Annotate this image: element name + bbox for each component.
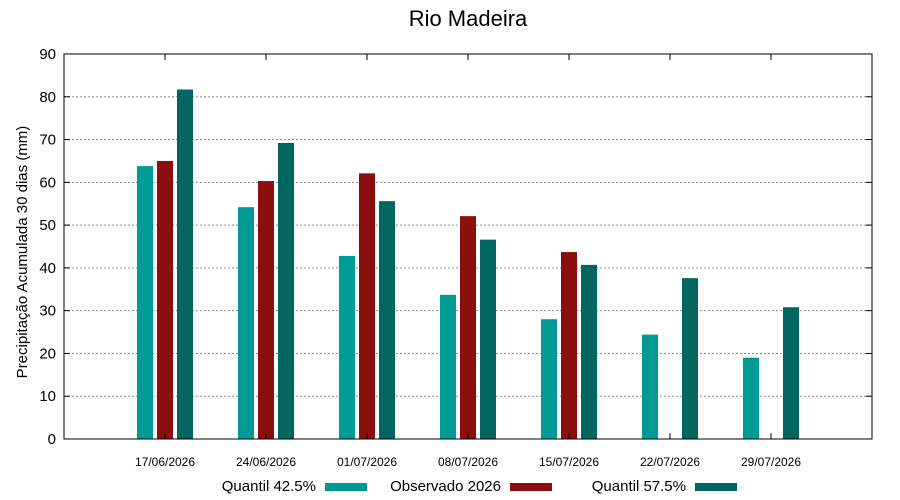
- y-tick-label: 10: [39, 388, 56, 405]
- legend-label: Quantil 57.5%: [592, 478, 686, 495]
- bar-quantil-57-5: [379, 201, 395, 439]
- x-tick-label: 08/07/2026: [438, 455, 498, 469]
- bar-quantil-42-5: [642, 334, 658, 439]
- legend-swatch: [510, 483, 552, 491]
- y-tick-label: 80: [39, 89, 56, 106]
- bar-quantil-42-5: [137, 166, 153, 440]
- y-axis-ticks: 0 10 20 30 40 50 60 70 80 90: [39, 46, 872, 448]
- x-tick-label: 17/06/2026: [135, 455, 195, 469]
- y-tick-label: 40: [39, 260, 56, 277]
- y-tick-label: 50: [39, 217, 56, 234]
- y-tick-label: 60: [39, 174, 56, 191]
- bar-quantil-57-5: [278, 142, 294, 439]
- bar-quantil-57-5: [480, 239, 496, 439]
- x-tick-label: 29/07/2026: [741, 455, 801, 469]
- y-tick-label: 0: [48, 431, 56, 448]
- x-tick-label: 24/06/2026: [236, 455, 296, 469]
- legend: Quantil 42.5% Observado 2026 Quantil 57.5%: [222, 478, 737, 495]
- bar-quantil-42-5: [541, 319, 557, 439]
- legend-swatch: [695, 483, 737, 491]
- y-tick-label: 30: [39, 303, 56, 320]
- bar-quantil-42-5: [743, 357, 759, 439]
- bar-quantil-57-5: [177, 89, 193, 439]
- bar-quantil-42-5: [238, 207, 254, 439]
- bar-observado-2026: [359, 173, 375, 439]
- y-tick-label: 70: [39, 132, 56, 149]
- y-tick-label: 90: [39, 46, 56, 63]
- x-axis-ticks: 17/06/2026 24/06/2026 01/07/2026 08/07/2026…: [135, 54, 801, 469]
- bar-quantil-57-5: [783, 307, 799, 439]
- legend-label: Quantil 42.5%: [222, 478, 316, 495]
- bar-quantil-57-5: [682, 278, 698, 439]
- bar-observado-2026: [561, 252, 577, 439]
- x-tick-label: 15/07/2026: [539, 455, 599, 469]
- y-axis-label: Precipitação Acumulada 30 dias (mm): [14, 126, 31, 379]
- chart-title: Rio Madeira: [409, 6, 528, 31]
- x-tick-label: 22/07/2026: [640, 455, 700, 469]
- bar-observado-2026: [258, 181, 274, 440]
- bar-quantil-42-5: [440, 294, 456, 439]
- bars: [137, 89, 799, 440]
- bar-observado-2026: [460, 216, 476, 439]
- y-tick-label: 20: [39, 345, 56, 362]
- bar-quantil-42-5: [339, 255, 355, 439]
- legend-swatch: [325, 483, 367, 491]
- x-tick-label: 01/07/2026: [337, 455, 397, 469]
- bar-observado-2026: [157, 160, 173, 439]
- bar-quantil-57-5: [581, 264, 597, 439]
- legend-label: Observado 2026: [390, 478, 501, 495]
